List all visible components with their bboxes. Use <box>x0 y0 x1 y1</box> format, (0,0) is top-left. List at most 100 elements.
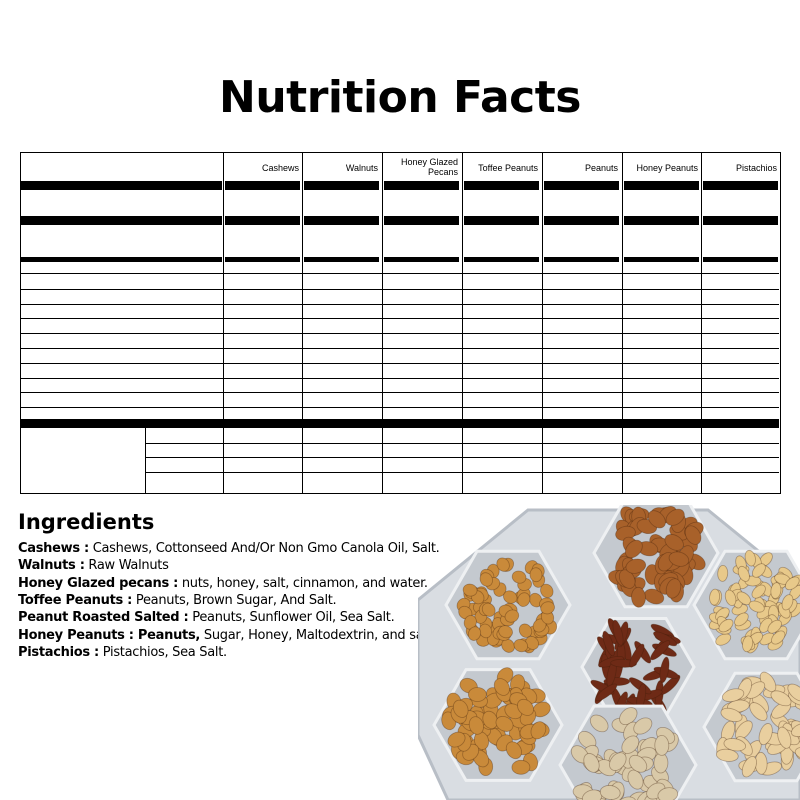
toffee-peanuts-nut <box>498 625 513 639</box>
walnuts-nut <box>625 558 647 574</box>
peanuts-nut <box>717 565 729 582</box>
peanuts-nut <box>759 632 775 646</box>
row-rule <box>21 377 779 379</box>
honey-peanuts-nut <box>468 716 484 735</box>
column-bar <box>464 216 539 225</box>
walnuts-nut <box>647 510 666 529</box>
ingredients-title: Ingredients <box>18 510 155 534</box>
honey-peanuts-nut <box>511 759 531 775</box>
honey-peanuts-nut <box>452 699 469 718</box>
toffee-peanuts-nut <box>462 583 478 597</box>
cashews-nut <box>794 696 800 710</box>
rule <box>21 273 779 274</box>
pistachios-nut <box>599 785 621 800</box>
cashews-nut <box>741 756 757 778</box>
ingredient-name: Honey Glazed pecans : <box>18 575 179 591</box>
toffee-peanuts-nut <box>496 557 510 572</box>
ingredient-line: Honey Peanuts : Peanuts, Sugar, Honey, M… <box>18 627 436 644</box>
ingredient-line: Honey Glazed pecans : nuts, honey, salt,… <box>18 575 428 592</box>
pecans-nut <box>629 643 645 668</box>
column-bar <box>703 216 778 225</box>
pecans-nut <box>595 683 618 702</box>
toffee-peanuts-nut <box>540 583 554 599</box>
peanuts-nut <box>784 576 800 591</box>
column-header: Cashews <box>261 163 299 173</box>
ingredient-text: Pistachios, Sea Salt. <box>98 644 227 660</box>
ingredient-name: Cashews : <box>18 541 89 556</box>
column-top-bar <box>544 181 619 190</box>
column-bar <box>304 216 379 225</box>
ingredient-line: Peanut Roasted Salted : Peanuts, Sunflow… <box>18 609 395 626</box>
row-rule <box>145 442 779 444</box>
row-rule <box>21 303 779 305</box>
toffee-peanuts-nut <box>511 570 527 584</box>
pistachios-nut <box>619 707 638 726</box>
ingredient-text: nuts, honey, salt, cinnamon, and water. <box>178 575 428 591</box>
column-bar <box>384 257 459 262</box>
peanuts-nut <box>751 584 766 599</box>
peanuts-nut <box>742 635 754 653</box>
honey-peanuts-nut <box>504 703 523 720</box>
cashews-nut <box>758 723 773 746</box>
column-header: Honey Peanuts <box>636 163 698 173</box>
row-rule <box>21 318 779 320</box>
column-header: Pistachios <box>735 163 777 173</box>
walnuts-nut <box>665 508 685 526</box>
toffee-peanuts-nut <box>479 572 493 587</box>
column-header: Peanuts <box>584 163 618 173</box>
row-rule <box>21 288 779 290</box>
toffee-peanuts-nut <box>529 567 543 583</box>
cashews-nut <box>794 746 800 761</box>
column-bar <box>464 257 539 262</box>
ingredient-name: Walnuts : <box>18 558 85 574</box>
row-rule <box>21 392 779 394</box>
column-bar <box>544 257 619 262</box>
column-bar <box>703 257 778 262</box>
column-header: Pecans <box>427 167 458 177</box>
peanuts-nut <box>715 633 732 646</box>
walnuts-nut <box>664 534 684 551</box>
cashews-nut <box>721 688 745 703</box>
bar <box>21 216 222 225</box>
peanuts-nut <box>744 549 756 567</box>
ingredient-text: Peanuts, Sunflower Oil, Sea Salt. <box>188 610 395 626</box>
column-divider <box>462 153 463 493</box>
ingredient-line: Walnuts : Raw Walnuts <box>18 557 169 574</box>
ingredient-line: Cashews : Cashews, Cottonseed And/Or Non… <box>18 540 440 557</box>
column-bar <box>304 257 379 262</box>
column-top-bar <box>225 181 300 190</box>
page-title: Nutrition Facts <box>219 72 581 123</box>
cashews-nut <box>723 738 747 752</box>
ingredient-name: Peanut Roasted Salted : <box>18 610 189 626</box>
peanuts-nut <box>771 630 786 645</box>
column-divider <box>382 153 383 493</box>
nutrition-facts-panel: Cashews Walnuts Honey Glazed Pecans Toffee P… <box>20 152 781 494</box>
toffee-peanuts-nut <box>481 602 496 617</box>
ingredient-name: Toffee Peanuts : <box>18 592 133 608</box>
top-thick-bar <box>21 181 222 190</box>
peanuts-nut <box>734 612 749 627</box>
peanuts-nut <box>748 600 765 613</box>
pistachios-nut <box>621 735 640 754</box>
column-top-bar <box>304 181 379 190</box>
walnuts-nut <box>625 539 643 559</box>
ingredient-name: Honey Peanuts : Peanuts, <box>18 627 201 643</box>
cashews-nut <box>770 690 792 707</box>
pistachios-nut <box>657 787 679 800</box>
ingredient-line: Pistachios : Pistachios, Sea Salt. <box>18 644 227 661</box>
walnuts-nut <box>618 569 636 589</box>
vitamin-divider <box>145 428 146 493</box>
cashews-nut <box>777 726 792 749</box>
cashews-nut <box>720 707 743 723</box>
toffee-peanuts-nut <box>503 590 518 604</box>
pistachios-nut <box>628 754 648 773</box>
walnuts-nut <box>668 551 690 567</box>
cashews-nut <box>745 681 766 699</box>
honey-peanuts-nut <box>517 698 534 716</box>
honey-peanuts-nut <box>505 741 522 760</box>
toffee-peanuts-nut <box>525 635 539 650</box>
pistachios-nut <box>589 714 609 733</box>
honey-peanuts-nut <box>530 721 547 740</box>
ingredient-name: Pistachios : <box>18 644 99 660</box>
column-top-bar <box>703 181 778 190</box>
